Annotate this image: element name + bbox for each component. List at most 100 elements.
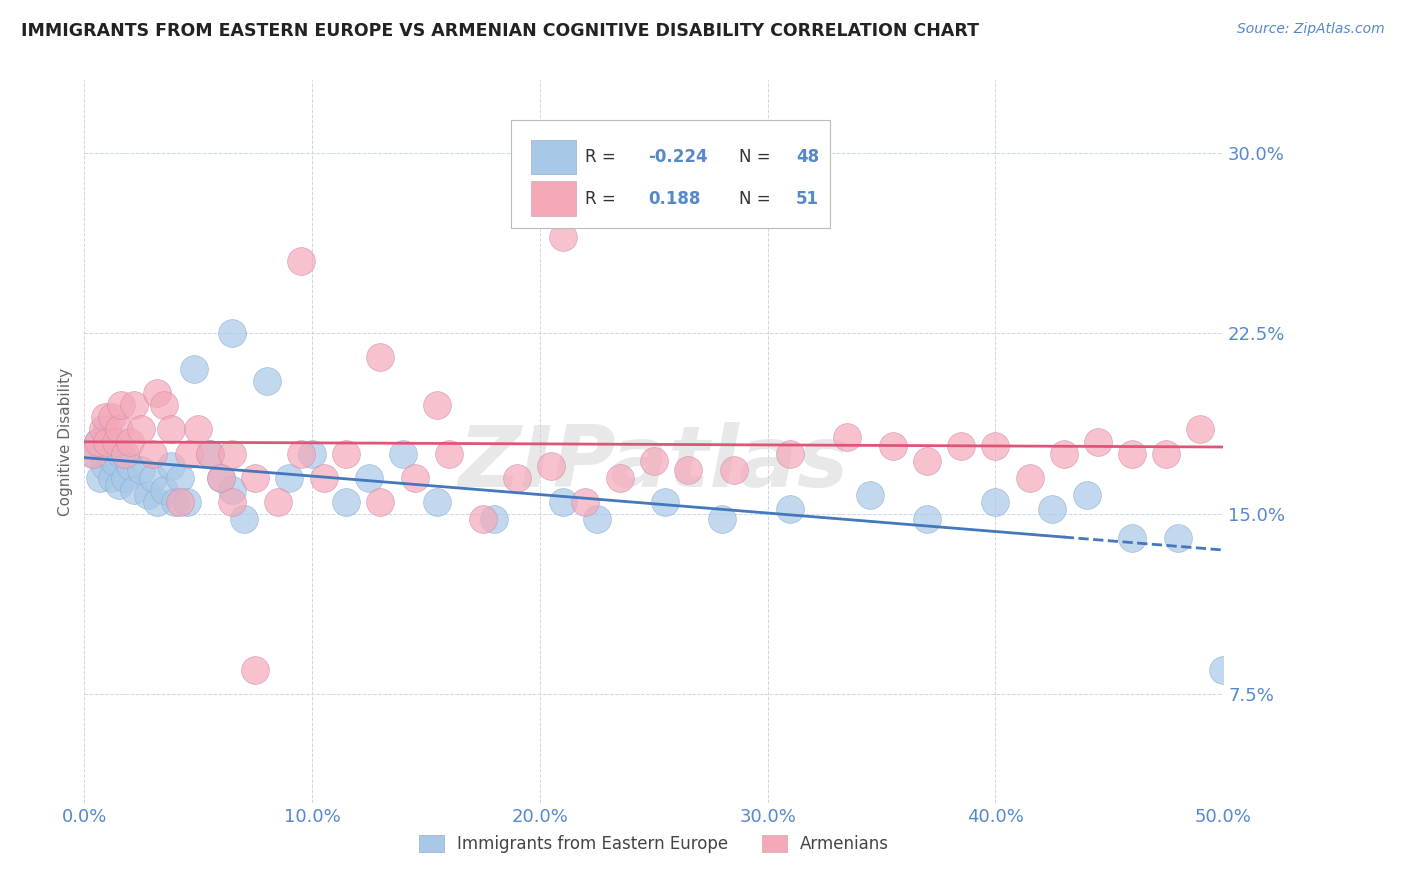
Point [187, 423, 209, 437]
Point [91, 447, 114, 461]
Point [87, 434, 110, 449]
Point [278, 471, 301, 485]
Point [82, 447, 104, 461]
Point [232, 511, 254, 525]
Point [1121, 531, 1143, 545]
Point [506, 471, 529, 485]
Point [915, 511, 938, 525]
Point [118, 458, 141, 473]
Point [245, 471, 267, 485]
Point [107, 478, 129, 492]
Point [711, 511, 734, 525]
Point [1018, 471, 1040, 485]
Point [1053, 447, 1076, 461]
Point [551, 494, 574, 508]
Point [472, 511, 495, 525]
Point [209, 471, 232, 485]
Point [100, 410, 122, 425]
Text: 48: 48 [796, 148, 820, 166]
Point [723, 463, 745, 477]
Text: N =: N = [740, 148, 776, 166]
Point [540, 458, 562, 473]
Point [335, 447, 357, 461]
Text: N =: N = [740, 190, 776, 208]
Point [153, 398, 176, 412]
Point [586, 511, 609, 525]
Point [1121, 447, 1143, 461]
Point [98, 447, 121, 461]
Point [1212, 664, 1234, 678]
Point [426, 494, 449, 508]
Point [96, 423, 118, 437]
Point [574, 494, 596, 508]
Point [221, 483, 243, 497]
Point [643, 454, 665, 468]
Point [1087, 434, 1109, 449]
Point [370, 494, 392, 508]
Point [404, 471, 426, 485]
Point [91, 423, 114, 437]
Point [114, 471, 136, 485]
FancyBboxPatch shape [531, 139, 576, 174]
Point [915, 454, 938, 468]
Point [221, 326, 243, 341]
Point [160, 458, 183, 473]
Point [779, 502, 801, 516]
Point [484, 511, 506, 525]
Point [551, 229, 574, 244]
Point [107, 423, 129, 437]
Text: 0.188: 0.188 [648, 190, 700, 208]
Point [103, 454, 125, 468]
Point [290, 253, 312, 268]
Point [146, 494, 169, 508]
Text: Source: ZipAtlas.com: Source: ZipAtlas.com [1237, 22, 1385, 37]
Point [87, 434, 110, 449]
Point [142, 447, 165, 461]
Point [183, 362, 205, 376]
Point [1042, 502, 1064, 516]
Point [335, 494, 357, 508]
Point [426, 398, 449, 412]
Point [176, 494, 198, 508]
Point [169, 471, 191, 485]
Point [146, 386, 169, 401]
Point [153, 483, 176, 497]
Text: -0.224: -0.224 [648, 148, 707, 166]
Point [94, 458, 117, 473]
Legend: Immigrants from Eastern Europe, Armenians: Immigrants from Eastern Europe, Armenian… [412, 828, 896, 860]
Point [136, 487, 159, 501]
Point [179, 447, 201, 461]
Point [1076, 487, 1098, 501]
Point [100, 471, 122, 485]
Point [131, 463, 153, 477]
Point [370, 350, 392, 364]
Text: ZIPatlas: ZIPatlas [458, 422, 849, 505]
Point [301, 447, 323, 461]
Point [609, 471, 631, 485]
Point [1189, 423, 1212, 437]
Point [221, 447, 243, 461]
Point [392, 447, 415, 461]
Y-axis label: Cognitive Disability: Cognitive Disability [58, 368, 73, 516]
Point [984, 494, 1007, 508]
Point [256, 375, 278, 389]
Point [676, 463, 699, 477]
Point [837, 430, 859, 444]
Point [1167, 531, 1189, 545]
FancyBboxPatch shape [512, 120, 831, 228]
Point [312, 471, 335, 485]
Point [114, 447, 136, 461]
Point [984, 439, 1007, 453]
Point [118, 434, 141, 449]
Point [882, 439, 904, 453]
Point [96, 434, 118, 449]
Point [198, 447, 221, 461]
Point [110, 447, 132, 461]
Point [124, 398, 146, 412]
Point [859, 487, 882, 501]
Point [290, 447, 312, 461]
Point [110, 398, 132, 412]
Text: 51: 51 [796, 190, 820, 208]
FancyBboxPatch shape [531, 181, 576, 216]
Text: R =: R = [585, 190, 621, 208]
